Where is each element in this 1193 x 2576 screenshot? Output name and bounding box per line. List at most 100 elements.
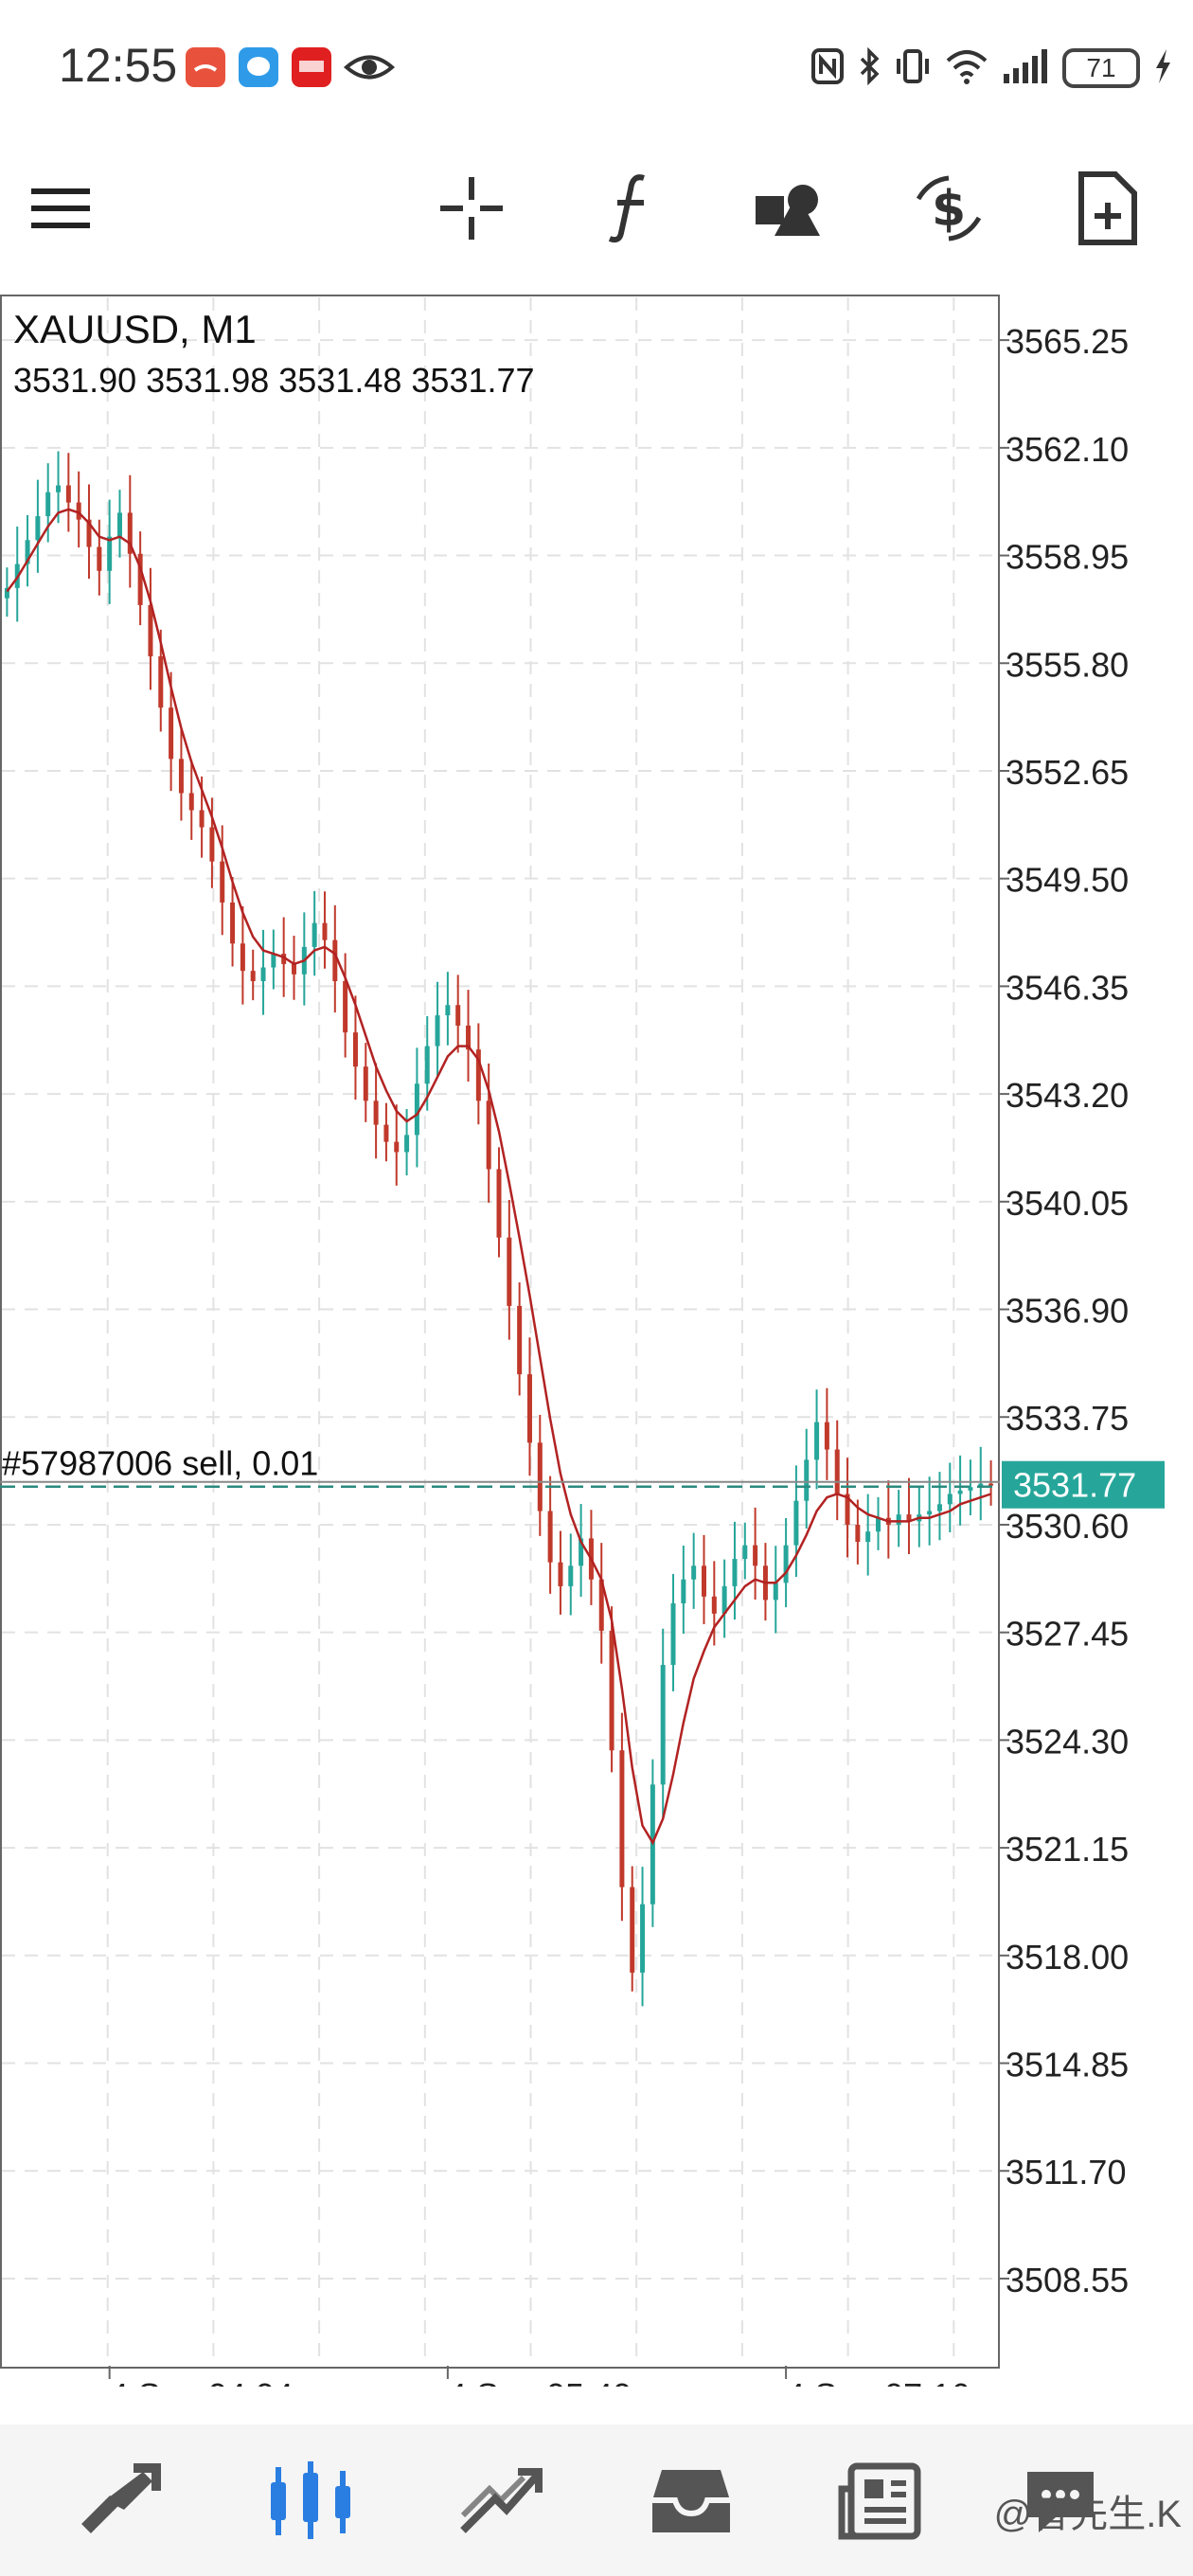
- signal-icon: [1002, 47, 1049, 90]
- new-order-icon[interactable]: [1070, 170, 1146, 246]
- candle-body: [978, 1483, 984, 1488]
- candle-body: [896, 1514, 901, 1525]
- watermark-text: @智先生.K: [993, 2494, 1182, 2535]
- candle-body: [148, 604, 153, 657]
- menu-icon[interactable]: [23, 170, 98, 246]
- price-tick-label: 3540.05: [1006, 1184, 1129, 1223]
- candle-body: [579, 1538, 584, 1566]
- bluetooth-icon: [858, 46, 881, 90]
- candle-body: [455, 1005, 461, 1026]
- candle-body: [169, 707, 174, 760]
- news-icon[interactable]: [833, 2453, 928, 2548]
- candle-body: [936, 1504, 942, 1512]
- candle-body: [957, 1490, 963, 1494]
- candle-body: [475, 1049, 481, 1101]
- candle-body: [230, 902, 236, 944]
- candle-body: [906, 1514, 912, 1522]
- chart-canvas[interactable]: XAUUSD, M1 3531.90 3531.98 3531.48 3531.…: [0, 294, 1193, 2415]
- crosshair-icon[interactable]: [434, 170, 509, 246]
- price-tick-label: 3536.90: [1006, 1292, 1129, 1331]
- candle-body: [178, 759, 184, 794]
- candle-body: [537, 1442, 543, 1512]
- candle-body: [711, 1596, 717, 1614]
- current-price-value: 3531.77: [1013, 1466, 1136, 1505]
- price-tick-label: 3546.35: [1006, 968, 1129, 1007]
- chart-icon[interactable]: [263, 2453, 358, 2548]
- candle-body: [281, 954, 287, 964]
- candle-body: [598, 1579, 604, 1631]
- news-app-icon: [292, 47, 331, 87]
- trade-icon[interactable]: $: [911, 170, 987, 246]
- history-icon[interactable]: [644, 2453, 739, 2548]
- candle-body: [65, 485, 71, 503]
- price-tick-label: 3530.60: [1006, 1507, 1129, 1546]
- price-tick-label: 3524.30: [1006, 1722, 1129, 1761]
- chart-grid: [2, 297, 996, 2366]
- candle-body: [568, 1565, 574, 1586]
- candle-body: [814, 1422, 820, 1460]
- candle-body: [414, 1083, 419, 1136]
- candle-body: [753, 1545, 758, 1566]
- candle-body: [526, 1374, 532, 1443]
- candle-body: [35, 516, 41, 541]
- trade-tab-icon[interactable]: [453, 2453, 547, 2548]
- symbol-timeframe: XAUUSD, M1: [13, 307, 257, 351]
- candle-body: [660, 1664, 666, 1785]
- candle-body: [127, 512, 133, 554]
- candle-body: [701, 1565, 706, 1597]
- candle-body: [322, 922, 328, 940]
- vibrate-icon: [894, 47, 932, 90]
- price-tick-label: 3514.85: [1006, 2046, 1129, 2084]
- bottom-navigation: @智先生.K: [0, 2424, 1193, 2576]
- candle-body: [240, 943, 245, 972]
- price-tick-label: 3549.50: [1006, 861, 1129, 900]
- candle-body: [834, 1449, 840, 1494]
- ohlc-values: 3531.90 3531.98 3531.48 3531.77: [13, 361, 535, 400]
- candle-body: [619, 1750, 625, 1887]
- candle-body: [721, 1585, 727, 1614]
- price-tick-label: 3527.45: [1006, 1615, 1129, 1654]
- candle-body: [158, 656, 164, 708]
- candle-body: [312, 922, 317, 947]
- candle-body: [670, 1602, 676, 1665]
- candle-body: [332, 939, 338, 981]
- price-chart[interactable]: XAUUSD, M1 3531.90 3531.98 3531.48 3531.…: [0, 294, 1193, 2415]
- objects-icon[interactable]: [752, 170, 828, 246]
- time-tick-label: 4 Sep 04:04: [110, 2376, 294, 2387]
- candle-body: [343, 980, 348, 1033]
- price-tick-label: 3565.25: [1006, 322, 1129, 361]
- candle-body: [292, 963, 297, 975]
- moving-average-line: [6, 508, 991, 1846]
- candle-body: [435, 1015, 440, 1046]
- candle-body: [25, 540, 30, 564]
- quotes-icon[interactable]: [72, 2453, 167, 2548]
- eye-icon: [343, 47, 396, 92]
- candle-body: [517, 1305, 523, 1375]
- candle-body: [640, 1904, 646, 1973]
- price-tick-label: 3558.95: [1006, 538, 1129, 577]
- candle-body: [988, 1483, 994, 1486]
- time-tick-label: 4 Sep 05:40: [448, 2376, 632, 2387]
- price-tick-label: 3511.70: [1006, 2153, 1126, 2191]
- charging-icon: [1153, 47, 1172, 90]
- candle-body: [76, 502, 81, 520]
- price-axis[interactable]: 3565.25 3562.10 3558.95 3555.80 3552.65 3549.…: [998, 322, 1129, 2299]
- svg-text:$: $: [932, 181, 966, 238]
- plot-frame: [0, 295, 1000, 2369]
- candle-body: [271, 954, 276, 968]
- candle-body: [783, 1545, 789, 1583]
- candle-body: [804, 1459, 810, 1501]
- candle-body: [107, 536, 113, 571]
- candle-body: [968, 1487, 973, 1491]
- candle-body: [558, 1562, 563, 1586]
- candle-body: [486, 1100, 491, 1170]
- candle-body: [609, 1630, 614, 1751]
- indicators-icon[interactable]: [593, 170, 668, 246]
- order-label[interactable]: #57987006 sell, 0.01: [2, 1444, 318, 1483]
- price-tick-label: 3543.20: [1006, 1076, 1129, 1115]
- messages-tab-icon[interactable]: [1013, 2453, 1108, 2548]
- system-status: 71: [810, 44, 1172, 93]
- candle-body: [4, 587, 9, 599]
- candle-body: [865, 1531, 871, 1543]
- time-axis[interactable]: 4 Sep 04:04 4 Sep 05:40 4 Sep 07:16: [108, 2366, 970, 2415]
